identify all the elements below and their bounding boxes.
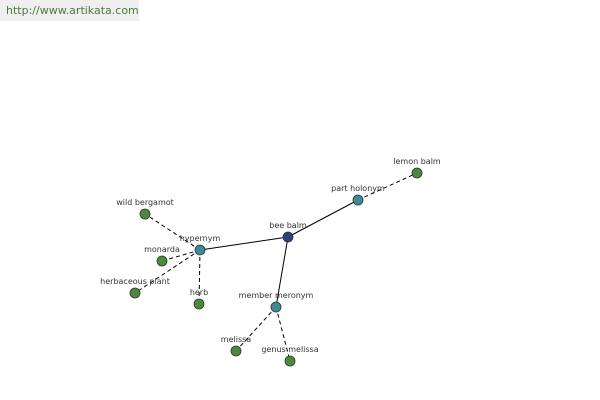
relation-edge [235, 306, 277, 352]
node-label[interactable]: herbaceous plant [100, 277, 170, 286]
relation-edge [198, 249, 201, 305]
link-edge [199, 236, 289, 251]
relation-edge [357, 172, 418, 201]
node-label[interactable]: monarda [144, 245, 180, 254]
node-label[interactable]: genus melissa [261, 345, 318, 354]
node-label[interactable]: wild bergamot [116, 198, 174, 207]
node-label[interactable]: herb [190, 288, 208, 297]
node-label[interactable]: part holonym [331, 184, 385, 193]
node[interactable] [230, 345, 242, 357]
relation-edge [134, 249, 201, 294]
node-label[interactable]: melissa [221, 335, 251, 344]
relation-edge [275, 306, 291, 362]
node[interactable] [284, 355, 296, 367]
node[interactable] [270, 301, 282, 313]
node[interactable] [139, 208, 151, 220]
node[interactable] [352, 194, 364, 206]
link-edge [287, 199, 359, 238]
node-label[interactable]: bee balm [269, 221, 307, 230]
node[interactable] [194, 244, 206, 256]
node[interactable] [156, 255, 168, 267]
node[interactable] [193, 298, 205, 310]
relation-edge [144, 213, 201, 251]
node-label[interactable]: member meronym [239, 291, 314, 300]
node-label[interactable]: lemon balm [393, 157, 441, 166]
node[interactable] [129, 287, 141, 299]
site-url[interactable]: http://www.artikata.com [0, 0, 139, 21]
node-label[interactable]: hypernym [180, 234, 221, 243]
node[interactable] [282, 231, 294, 243]
node[interactable] [411, 167, 423, 179]
link-edge [275, 236, 289, 308]
